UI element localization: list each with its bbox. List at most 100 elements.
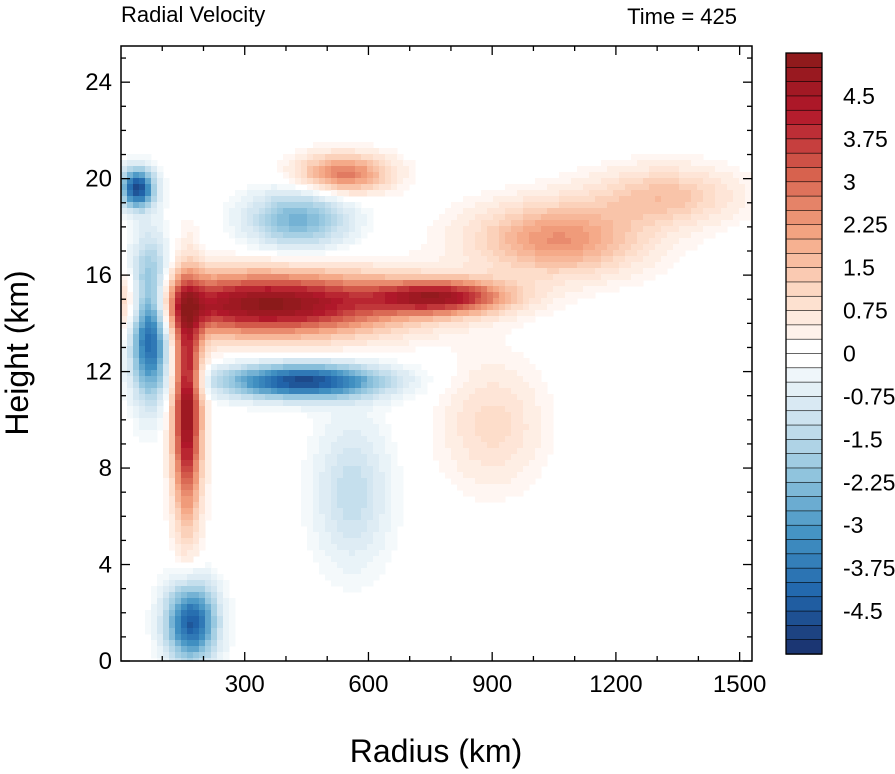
- field-cell: [289, 238, 296, 245]
- field-cell: [343, 274, 350, 281]
- field-cell: [151, 256, 158, 263]
- field-cell: [493, 400, 500, 407]
- field-cell: [337, 364, 344, 371]
- field-cell: [265, 298, 272, 305]
- field-cell: [559, 196, 566, 203]
- field-cell: [385, 340, 392, 347]
- field-cell: [319, 346, 326, 353]
- field-cell: [493, 196, 500, 203]
- field-cell: [121, 184, 128, 191]
- field-cell: [283, 268, 290, 275]
- field-cell: [559, 202, 566, 209]
- field-cell: [193, 532, 200, 539]
- field-cell: [637, 196, 644, 203]
- field-cell: [355, 316, 362, 323]
- field-cell: [229, 610, 236, 617]
- field-cell: [685, 232, 692, 239]
- field-cell: [157, 616, 164, 623]
- field-cell: [151, 310, 158, 317]
- field-cell: [379, 160, 386, 167]
- field-cell: [157, 634, 164, 641]
- field-cell: [169, 334, 176, 341]
- field-cell: [349, 388, 356, 395]
- field-cell: [253, 394, 260, 401]
- field-cell: [463, 382, 470, 389]
- field-cell: [673, 202, 680, 209]
- field-cell: [367, 568, 374, 575]
- field-cell: [361, 502, 368, 509]
- field-cell: [631, 238, 638, 245]
- field-cell: [373, 280, 380, 287]
- field-cell: [391, 316, 398, 323]
- field-cell: [439, 316, 446, 323]
- field-cell: [319, 328, 326, 335]
- field-cell: [415, 376, 422, 383]
- field-cell: [637, 262, 644, 269]
- field-cell: [193, 478, 200, 485]
- field-cell: [463, 232, 470, 239]
- field-cell: [457, 478, 464, 485]
- field-cell: [229, 274, 236, 281]
- field-cell: [307, 226, 314, 233]
- field-cell: [211, 292, 218, 299]
- field-cell: [325, 292, 332, 299]
- field-cell: [259, 190, 266, 197]
- field-cell: [217, 352, 224, 359]
- field-cell: [379, 280, 386, 287]
- field-cell: [553, 214, 560, 221]
- field-cell: [343, 322, 350, 329]
- field-cell: [373, 532, 380, 539]
- field-cell: [505, 418, 512, 425]
- field-cell: [517, 196, 524, 203]
- field-cell: [139, 346, 146, 353]
- field-cell: [175, 418, 182, 425]
- field-cell: [451, 400, 458, 407]
- field-cell: [355, 310, 362, 317]
- field-cell: [481, 418, 488, 425]
- field-cell: [595, 184, 602, 191]
- field-cell: [499, 346, 506, 353]
- field-cell: [337, 370, 344, 377]
- field-cell: [367, 148, 374, 155]
- field-cell: [199, 388, 206, 395]
- field-cell: [241, 322, 248, 329]
- field-cell: [499, 256, 506, 263]
- field-cell: [535, 436, 542, 443]
- field-cell: [175, 436, 182, 443]
- field-cell: [391, 364, 398, 371]
- field-cell: [367, 316, 374, 323]
- field-cell: [637, 166, 644, 173]
- field-cell: [331, 508, 338, 515]
- field-cell: [187, 400, 194, 407]
- field-cell: [343, 478, 350, 485]
- field-cell: [367, 178, 374, 185]
- field-cell: [301, 292, 308, 299]
- field-cell: [163, 430, 170, 437]
- field-cell: [163, 568, 170, 575]
- field-cell: [439, 214, 446, 221]
- field-cell: [493, 478, 500, 485]
- colorbar-bin: [785, 510, 823, 526]
- field-cell: [577, 214, 584, 221]
- field-cell: [547, 220, 554, 227]
- field-cell: [367, 466, 374, 473]
- field-cell: [679, 220, 686, 227]
- field-cell: [151, 214, 158, 221]
- field-cell: [517, 406, 524, 413]
- field-cell: [523, 466, 530, 473]
- field-cell: [709, 160, 716, 167]
- field-cell: [517, 202, 524, 209]
- field-cell: [181, 316, 188, 323]
- field-cell: [511, 256, 518, 263]
- field-cell: [283, 364, 290, 371]
- field-cell: [313, 256, 320, 263]
- field-cell: [325, 454, 332, 461]
- field-cell: [169, 634, 176, 641]
- field-cell: [259, 238, 266, 245]
- field-cell: [325, 490, 332, 497]
- field-cell: [187, 328, 194, 335]
- field-cell: [235, 280, 242, 287]
- field-cell: [505, 472, 512, 479]
- field-cell: [577, 274, 584, 281]
- field-cell: [673, 190, 680, 197]
